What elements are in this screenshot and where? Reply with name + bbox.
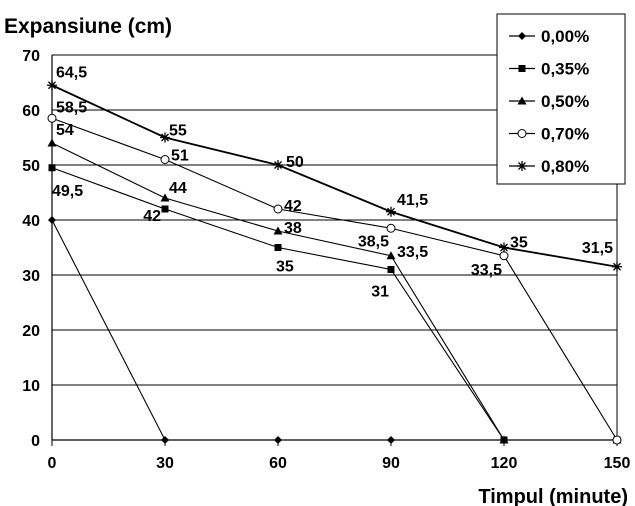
series-line-080 [51, 84, 618, 268]
point-000-60 [274, 436, 282, 444]
point-035-60 [274, 244, 282, 251]
point-080-30 [160, 132, 170, 143]
y-tick-label-10: 10 [22, 378, 40, 395]
gridlines [52, 54, 617, 386]
data-label-0: 64,5 [56, 64, 87, 81]
point-050-90 [386, 251, 396, 260]
data-label-6: 44 [169, 180, 187, 197]
series-line-035 [51, 167, 617, 441]
legend-label-050: 0,50% [541, 92, 589, 111]
data-label-3: 49,5 [52, 183, 83, 200]
data-label-1: 58,5 [56, 99, 87, 116]
point-070-0 [47, 113, 57, 123]
data-label-9: 42 [284, 198, 302, 215]
point-000-90 [387, 436, 395, 444]
point-070-90 [386, 223, 396, 233]
point-080-0 [47, 80, 57, 91]
y-tick-label-60: 60 [22, 103, 40, 120]
legend-label-000: 0,00% [541, 27, 589, 46]
data-label-2: 54 [56, 122, 74, 139]
series-line-050 [51, 142, 617, 441]
data-label-16: 35 [510, 235, 528, 252]
point-080-60 [273, 160, 283, 170]
y-tick-label-0: 0 [31, 433, 40, 450]
data-label-5: 51 [171, 148, 189, 165]
point-000-0 [48, 216, 56, 224]
data-label-11: 35 [276, 259, 294, 276]
legend-marker-080 [517, 161, 527, 171]
point-050-60 [273, 226, 283, 235]
x-tick-label-0: 0 [48, 455, 57, 472]
point-070-60 [273, 204, 283, 214]
series-group [47, 80, 622, 445]
legend-box [496, 13, 626, 185]
point-080-90 [386, 206, 396, 217]
data-label-8: 50 [286, 154, 304, 171]
point-035-90 [387, 266, 395, 273]
x-tick-label-30: 30 [156, 455, 174, 472]
point-080-150 [612, 261, 622, 272]
y-axis-title: Expansiune (cm) [4, 15, 172, 38]
legend-marker-070 [517, 129, 527, 138]
series-line-070 [51, 117, 618, 441]
data-label-14: 33,5 [397, 244, 428, 261]
x-axis-title: Timpul (minute) [478, 486, 628, 506]
point-080-120 [499, 242, 509, 253]
x-tick-label-150: 150 [604, 455, 631, 472]
data-label-17: 33,5 [471, 262, 502, 279]
point-050-120 [499, 435, 509, 444]
legend: 0,00% 0,35% 0,50% 0,70% 0,80% [496, 13, 626, 185]
data-labels: 64,5 58,5 54 49,5 55 51 44 42 50 42 38 35 41,5 38,5 33… [52, 64, 613, 300]
point-070-120 [499, 251, 509, 261]
y-tick-label-40: 40 [22, 213, 40, 230]
tick-labels: 0 10 20 30 40 50 60 70 0 30 60 90 120 150 [22, 48, 630, 472]
legend-marker-050 [517, 96, 527, 105]
x-tick-label-120: 120 [491, 455, 518, 472]
data-label-13: 38,5 [358, 233, 389, 250]
data-label-18: 31,5 [582, 240, 613, 257]
legend-marker-035 [518, 65, 526, 72]
data-label-10: 38 [284, 220, 302, 237]
point-035-30 [161, 205, 169, 213]
data-label-15: 31 [371, 284, 389, 301]
point-050-0 [47, 138, 57, 147]
legend-label-070: 0,70% [541, 125, 589, 144]
point-070-30 [160, 155, 170, 164]
point-070-150 [612, 435, 622, 445]
legend-label-080: 0,80% [541, 157, 589, 176]
data-label-4: 55 [169, 123, 187, 140]
data-label-12: 41,5 [397, 192, 428, 209]
legend-marker-000 [518, 32, 526, 40]
point-035-0 [48, 164, 56, 172]
legend-label-035: 0,35% [541, 60, 589, 79]
x-tick-label-60: 60 [269, 455, 287, 472]
y-tick-label-50: 50 [22, 158, 40, 175]
point-000-30 [161, 436, 169, 444]
y-tick-label-70: 70 [22, 48, 40, 65]
y-tick-label-30: 30 [22, 268, 40, 285]
point-050-30 [160, 193, 170, 202]
x-tick-label-90: 90 [382, 455, 400, 472]
y-tick-label-20: 20 [22, 323, 40, 340]
data-label-7: 42 [143, 208, 161, 225]
